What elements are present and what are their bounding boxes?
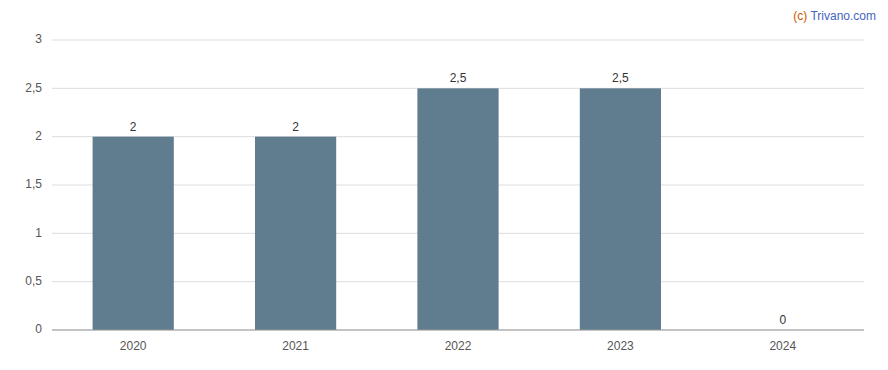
x-tick-label: 2020 <box>120 339 147 353</box>
bar <box>580 88 661 330</box>
data-label: 2,5 <box>612 71 629 85</box>
bar <box>255 137 336 330</box>
x-axis-line <box>52 330 864 331</box>
y-axis: 0 0,5 1 1,5 2 2,5 3 <box>25 32 864 336</box>
watermark: (c) Trivano.com <box>793 9 876 23</box>
y-tick-label: 3 <box>35 32 42 46</box>
y-tick-label: 0 <box>35 322 42 336</box>
watermark-part: (c) <box>793 9 807 23</box>
data-labels: 2 2 2,5 2,5 0 <box>130 71 787 327</box>
data-label: 2,5 <box>450 71 467 85</box>
x-tick-label: 2024 <box>769 339 796 353</box>
bars <box>93 88 661 330</box>
chart-svg: 0 0,5 1 1,5 2 2,5 3 2020 2021 2022 2023 2024 2 2 2,5 2,… <box>0 0 888 370</box>
y-tick-label: 2,5 <box>25 81 42 95</box>
x-tick-label: 2022 <box>445 339 472 353</box>
chart-container: 0 0,5 1 1,5 2 2,5 3 2020 2021 2022 2023 2024 2 2 2,5 2,… <box>0 0 888 370</box>
y-tick-label: 1,5 <box>25 177 42 191</box>
grid-line <box>52 330 864 331</box>
x-axis: 2020 2021 2022 2023 2024 <box>52 330 864 353</box>
data-label: 0 <box>779 313 786 327</box>
y-tick-label: 0,5 <box>25 274 42 288</box>
watermark-part: Trivano.com <box>807 9 876 23</box>
grid-line <box>52 40 864 41</box>
x-tick-label: 2023 <box>607 339 634 353</box>
x-tick-label: 2021 <box>282 339 309 353</box>
data-label: 2 <box>130 120 137 134</box>
bar <box>417 88 498 330</box>
y-tick-label: 2 <box>35 129 42 143</box>
data-label: 2 <box>292 120 299 134</box>
bar <box>93 137 174 330</box>
y-tick-label: 1 <box>35 226 42 240</box>
